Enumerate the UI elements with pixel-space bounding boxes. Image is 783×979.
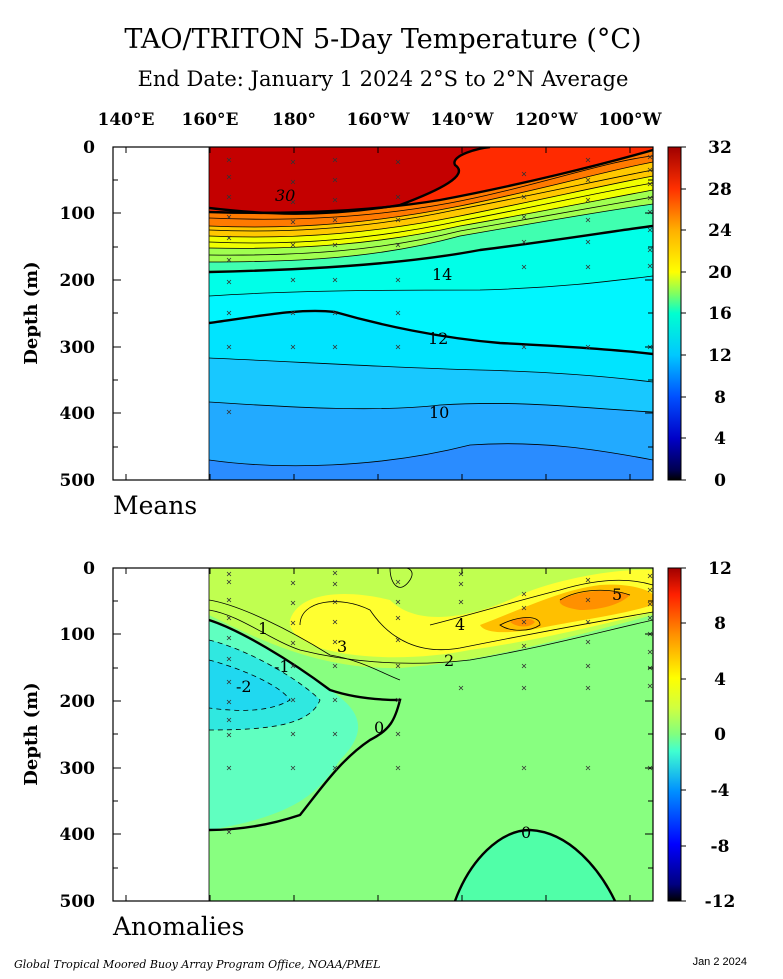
x-tick-label-140w: 140°W [430, 110, 494, 130]
x-tick-label-100w: 100°W [598, 110, 662, 130]
y-tick-label: 0 [83, 559, 95, 579]
colorbar-tick: -12 [705, 892, 736, 912]
contour-label-12: 12 [428, 329, 448, 348]
means-panel-label: Means [113, 491, 197, 520]
x-tick-label-120w: 120°W [514, 110, 578, 130]
colorbar-tick: 8 [714, 614, 726, 634]
y-tick-label: 300 [60, 338, 96, 358]
colorbar-tick: 0 [714, 471, 726, 491]
means-y-ticks [113, 146, 653, 481]
means-y-tick-labels: 0 100 200 300 400 500 [60, 138, 96, 491]
anomaly-contour-label-4: 4 [455, 615, 465, 634]
y-tick-label: 200 [60, 271, 96, 291]
means-panel: 30 14 12 10 0 100 200 300 400 500 Depth … [21, 138, 732, 520]
anomalies-colorbar: 12 8 4 0 -4 -8 -12 [667, 559, 736, 912]
colorbar-tick: 28 [708, 180, 732, 200]
y-tick-label: 100 [60, 204, 96, 224]
colorbar-tick: -8 [711, 837, 730, 857]
colorbar-tick: 4 [714, 429, 726, 449]
y-tick-label: 0 [83, 138, 95, 158]
colorbar-tick: 32 [708, 138, 732, 158]
y-tick-label: 500 [60, 471, 96, 491]
colorbar-tick: 16 [708, 304, 732, 324]
y-tick-label: 300 [60, 759, 96, 779]
x-tick-label-160w: 160°W [346, 110, 410, 130]
colorbar-tick: 4 [714, 670, 726, 690]
contour-label-14: 14 [432, 265, 452, 284]
y-tick-label: 500 [60, 892, 96, 912]
anomaly-contour-label-neg2: -2 [236, 677, 252, 696]
means-colorbar: 32 28 24 20 16 12 8 4 0 [667, 138, 732, 491]
colorbar-tick: 12 [708, 559, 732, 579]
y-tick-label: 400 [60, 404, 96, 424]
colorbar-tick: -4 [711, 781, 730, 801]
x-tick-label-140e: 140°E [98, 110, 155, 130]
anomalies-colorbar-labels: 12 8 4 0 -4 -8 -12 [705, 559, 736, 912]
x-tick-labels: 140°E 160°E 180° 160°W 140°W 120°W 100°W [98, 110, 663, 130]
anomalies-panel: 5 4 3 2 1 -1 -2 0 0 0 100 200 300 400 50… [21, 559, 735, 941]
y-tick-label: 200 [60, 692, 96, 712]
anomalies-y-ticks [113, 567, 653, 902]
footer-date: Jan 2 2024 [692, 956, 747, 968]
y-tick-label: 400 [60, 825, 96, 845]
anomaly-contour-label-2: 2 [444, 651, 454, 670]
colorbar-tick: 24 [708, 221, 732, 241]
colorbar-tick: 20 [708, 263, 732, 283]
chart-title: TAO/TRITON 5-Day Temperature (°C) [124, 24, 641, 55]
footer-credit: Global Tropical Moored Buoy Array Progra… [14, 958, 381, 971]
anomaly-contour-label-0-east: 0 [521, 823, 531, 842]
colorbar-tick: 8 [714, 388, 726, 408]
means-field [209, 147, 653, 480]
anomalies-panel-label: Anomalies [112, 912, 244, 941]
chart-subtitle: End Date: January 1 2024 2°S to 2°N Aver… [138, 67, 629, 91]
means-colorbar-labels: 32 28 24 20 16 12 8 4 0 [708, 138, 732, 491]
contour-label-30: 30 [275, 186, 295, 205]
x-tick-label-180: 180° [272, 110, 316, 130]
anomalies-y-axis-label: Depth (m) [21, 682, 42, 785]
colorbar-tick: 12 [708, 346, 732, 366]
contour-label-10: 10 [429, 403, 449, 422]
x-tick-label-160e: 160°E [182, 110, 239, 130]
anomaly-contour-label-0-west: 0 [374, 718, 384, 737]
anomaly-contour-label-1: 1 [258, 619, 268, 638]
anomaly-contour-label-5: 5 [612, 585, 622, 604]
y-tick-label: 100 [60, 625, 96, 645]
anomaly-contour-label-3: 3 [337, 637, 347, 656]
anomalies-field [209, 568, 653, 901]
anomalies-y-tick-labels: 0 100 200 300 400 500 [60, 559, 96, 912]
means-y-axis-label: Depth (m) [21, 261, 42, 364]
anomaly-contour-label-neg1: -1 [274, 657, 290, 676]
buoy-markers-means [226, 154, 653, 415]
colorbar-tick: 0 [714, 725, 726, 745]
